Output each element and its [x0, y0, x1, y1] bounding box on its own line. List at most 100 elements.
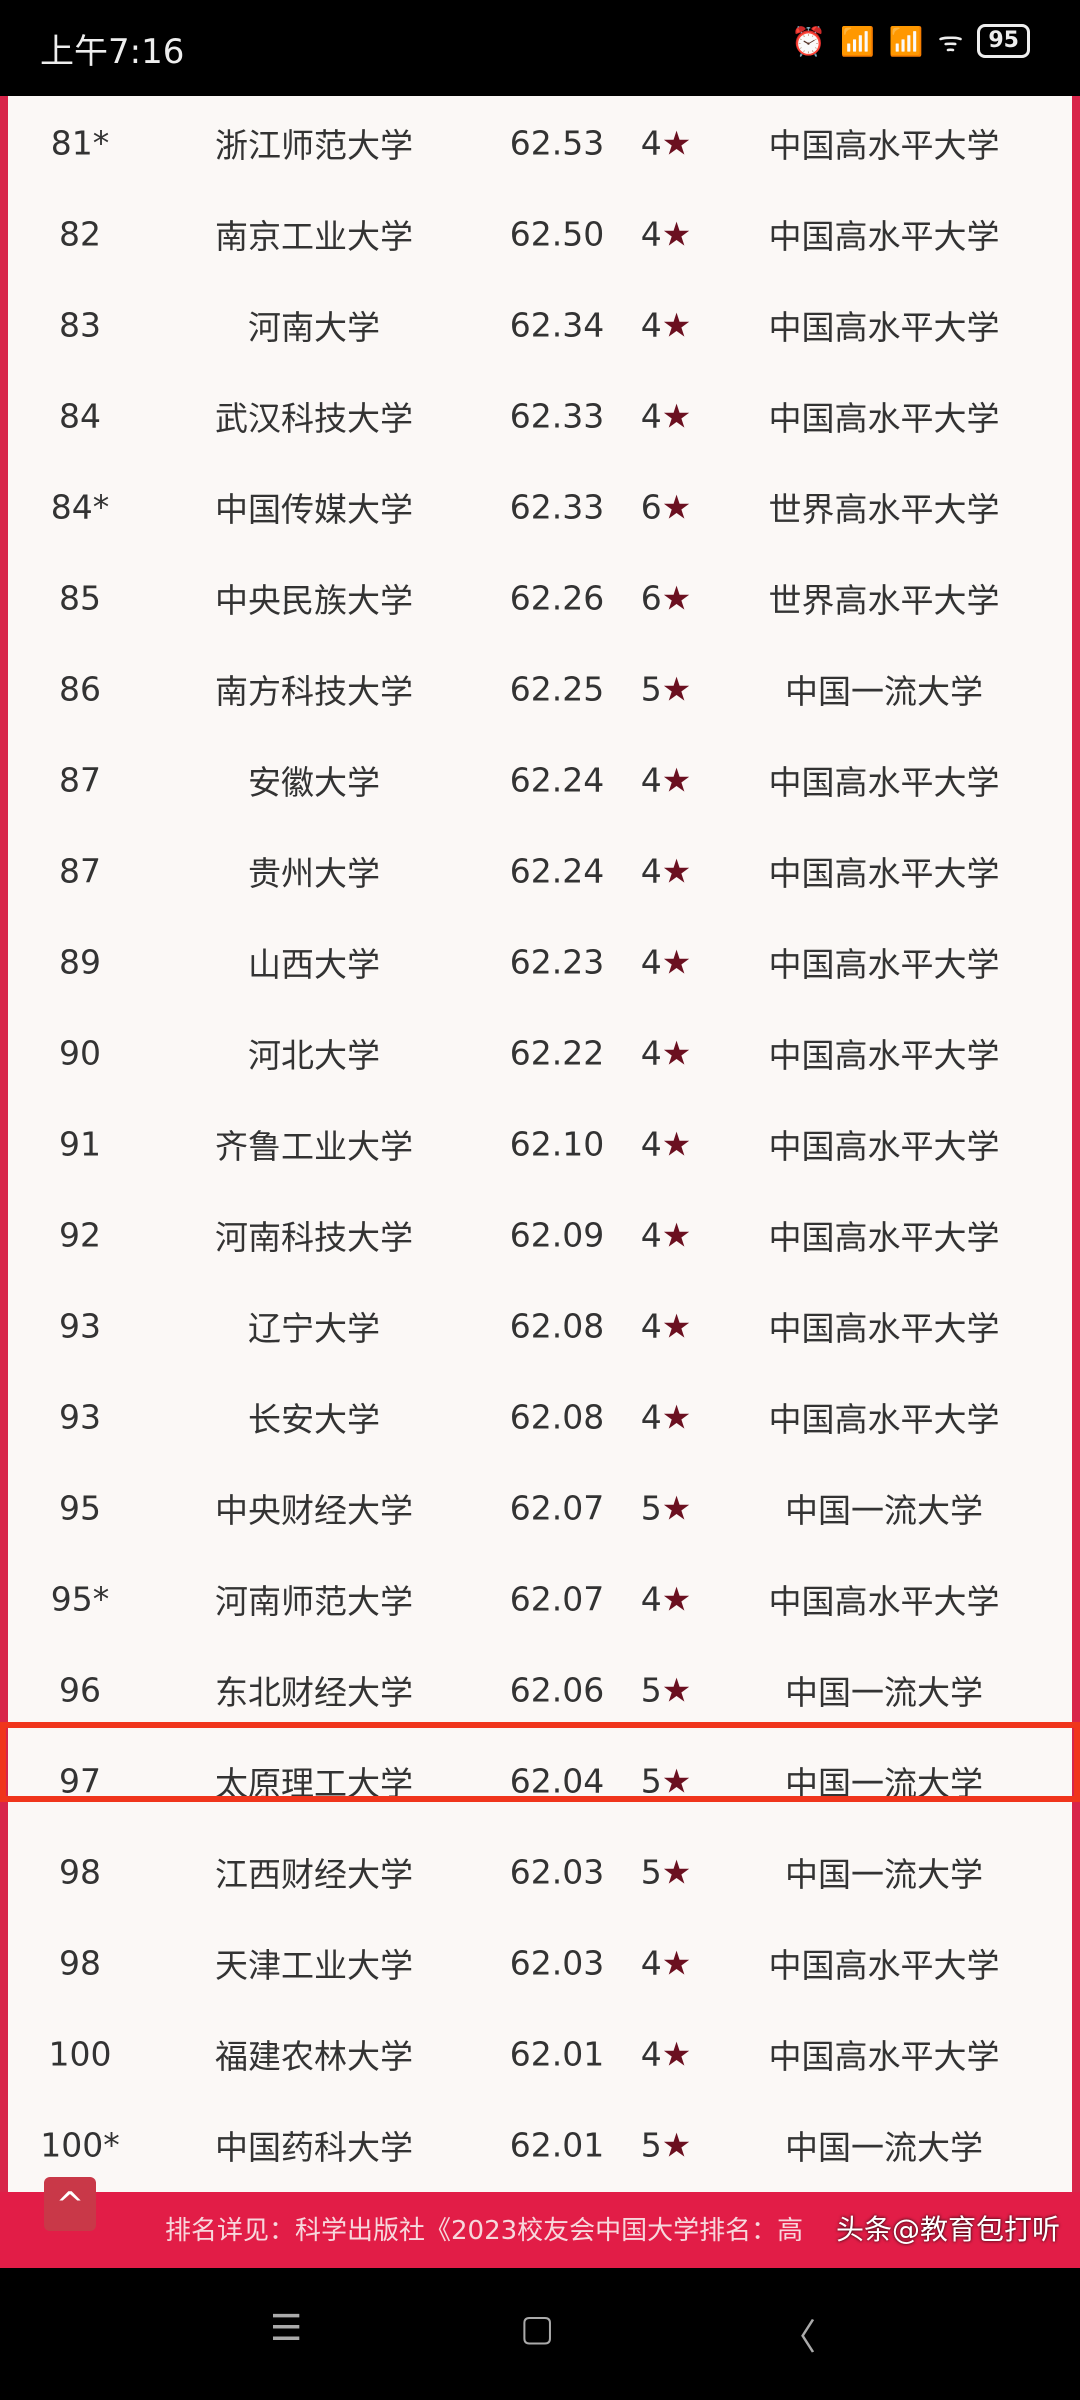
university-name: 贵州大学	[248, 853, 380, 893]
alarm-icon: ⏰	[791, 24, 827, 58]
university-name: 天津工业大学	[215, 1945, 413, 1985]
score: 62.50	[509, 214, 605, 253]
score: 62.25	[509, 669, 605, 708]
chevron-up-icon: ^	[55, 2185, 85, 2225]
category: 中国高水平大学	[768, 1945, 1000, 1985]
star-icon: ★	[661, 487, 692, 526]
category: 中国一流大学	[785, 1490, 983, 1530]
table-row: 93 辽宁大学 62.08 4★ 中国高水平大学	[8, 1280, 1072, 1371]
rank: 93	[59, 1397, 101, 1436]
rank: 81*	[50, 123, 110, 162]
rank: 93	[59, 1306, 101, 1345]
score: 62.24	[509, 851, 605, 890]
star-icon: ★	[661, 214, 692, 253]
menu-icon[interactable]: ☰	[270, 2308, 303, 2349]
score: 62.01	[509, 2125, 605, 2164]
star-icon: ★	[661, 669, 692, 708]
star-icon: ★	[661, 851, 692, 890]
star-level: 4★	[640, 1033, 692, 1072]
star-level: 5★	[640, 669, 692, 708]
category: 中国高水平大学	[768, 1581, 1000, 1621]
university-name: 安徽大学	[248, 762, 380, 802]
star-icon: ★	[661, 1579, 692, 1618]
scroll-to-top-button[interactable]: ^	[44, 2177, 96, 2231]
university-name: 江西财经大学	[215, 1854, 413, 1894]
university-name: 长安大学	[248, 1399, 380, 1439]
category: 世界高水平大学	[768, 580, 1000, 620]
score: 62.08	[509, 1397, 605, 1436]
clock: 上午7:16	[40, 32, 185, 72]
star-icon: ★	[661, 1488, 692, 1527]
star-icon: ★	[661, 1215, 692, 1254]
category: 中国一流大学	[785, 2127, 983, 2167]
star-level: 5★	[640, 1761, 692, 1800]
star-icon: ★	[661, 2034, 692, 2073]
rank: 91	[59, 1124, 101, 1163]
university-name: 辽宁大学	[248, 1308, 380, 1348]
university-name: 齐鲁工业大学	[215, 1126, 413, 1166]
university-name: 山西大学	[248, 944, 380, 984]
score: 62.01	[509, 2034, 605, 2073]
category: 中国高水平大学	[768, 1308, 1000, 1348]
category: 中国高水平大学	[768, 2036, 1000, 2076]
table-row: 95 中央财经大学 62.07 5★ 中国一流大学	[8, 1462, 1072, 1553]
star-icon: ★	[661, 942, 692, 981]
table-row: 82 南京工业大学 62.50 4★ 中国高水平大学	[8, 188, 1072, 279]
category: 中国高水平大学	[768, 1126, 1000, 1166]
wifi-icon: ᯤ	[937, 25, 964, 58]
category: 中国高水平大学	[768, 944, 1000, 984]
score: 62.03	[509, 1943, 605, 1982]
rank: 98	[59, 1943, 101, 1982]
star-level: 5★	[640, 2125, 692, 2164]
university-name: 中央财经大学	[215, 1490, 413, 1530]
signal-icon: 📶	[888, 24, 924, 58]
score: 62.08	[509, 1306, 605, 1345]
rank: 83	[59, 305, 101, 344]
star-icon: ★	[661, 1306, 692, 1345]
category: 中国高水平大学	[768, 398, 1000, 438]
rank: 84*	[50, 487, 110, 526]
star-icon: ★	[661, 1943, 692, 1982]
score: 62.23	[509, 942, 605, 981]
star-icon: ★	[661, 305, 692, 344]
star-icon: ★	[661, 760, 692, 799]
star-level: 4★	[640, 760, 692, 799]
table-row: 90 河北大学 62.22 4★ 中国高水平大学	[8, 1007, 1072, 1098]
table-row: 87 贵州大学 62.24 4★ 中国高水平大学	[8, 825, 1072, 916]
table-row: 84* 中国传媒大学 62.33 6★ 世界高水平大学	[8, 461, 1072, 552]
star-level: 5★	[640, 1488, 692, 1527]
star-level: 4★	[640, 305, 692, 344]
star-level: 4★	[640, 851, 692, 890]
rank: 87	[59, 851, 101, 890]
table-row: 86 南方科技大学 62.25 5★ 中国一流大学	[8, 643, 1072, 734]
star-level: 4★	[640, 1579, 692, 1618]
university-name: 河南大学	[248, 307, 380, 347]
back-icon[interactable]: 〈	[780, 2317, 817, 2358]
category: 中国高水平大学	[768, 853, 1000, 893]
university-name: 东北财经大学	[215, 1672, 413, 1712]
star-level: 4★	[640, 1397, 692, 1436]
watermark: 头条@教育包打听	[835, 2213, 1060, 2246]
star-level: 4★	[640, 123, 692, 162]
ranking-table: 81* 浙江师范大学 62.53 4★ 中国高水平大学 82 南京工业大学 62.50 4★ 中国…	[0, 96, 1080, 2192]
status-bar: 上午7:16 ⏰ 📶 📶 ᯤ 95	[0, 0, 1080, 96]
university-name: 中国传媒大学	[215, 489, 413, 529]
table-row: 100 福建农林大学 62.01 4★ 中国高水平大学	[8, 2008, 1072, 2099]
score: 62.06	[509, 1670, 605, 1709]
category: 中国高水平大学	[768, 1399, 1000, 1439]
star-icon: ★	[661, 396, 692, 435]
rank: 95	[59, 1488, 101, 1527]
star-level: 6★	[640, 487, 692, 526]
table-row: 92 河南科技大学 62.09 4★ 中国高水平大学	[8, 1189, 1072, 1280]
star-icon: ★	[661, 1033, 692, 1072]
source-note: 排名详见：科学出版社《2023校友会中国大学排名：高	[165, 2216, 804, 2246]
rank: 82	[59, 214, 101, 253]
rank: 89	[59, 942, 101, 981]
university-name: 南京工业大学	[215, 216, 413, 256]
score: 62.22	[509, 1033, 605, 1072]
category: 中国一流大学	[785, 1854, 983, 1894]
home-icon[interactable]: ▢	[520, 2308, 555, 2349]
rank: 84	[59, 396, 101, 435]
star-icon: ★	[661, 2125, 692, 2164]
star-level: 4★	[640, 1306, 692, 1345]
